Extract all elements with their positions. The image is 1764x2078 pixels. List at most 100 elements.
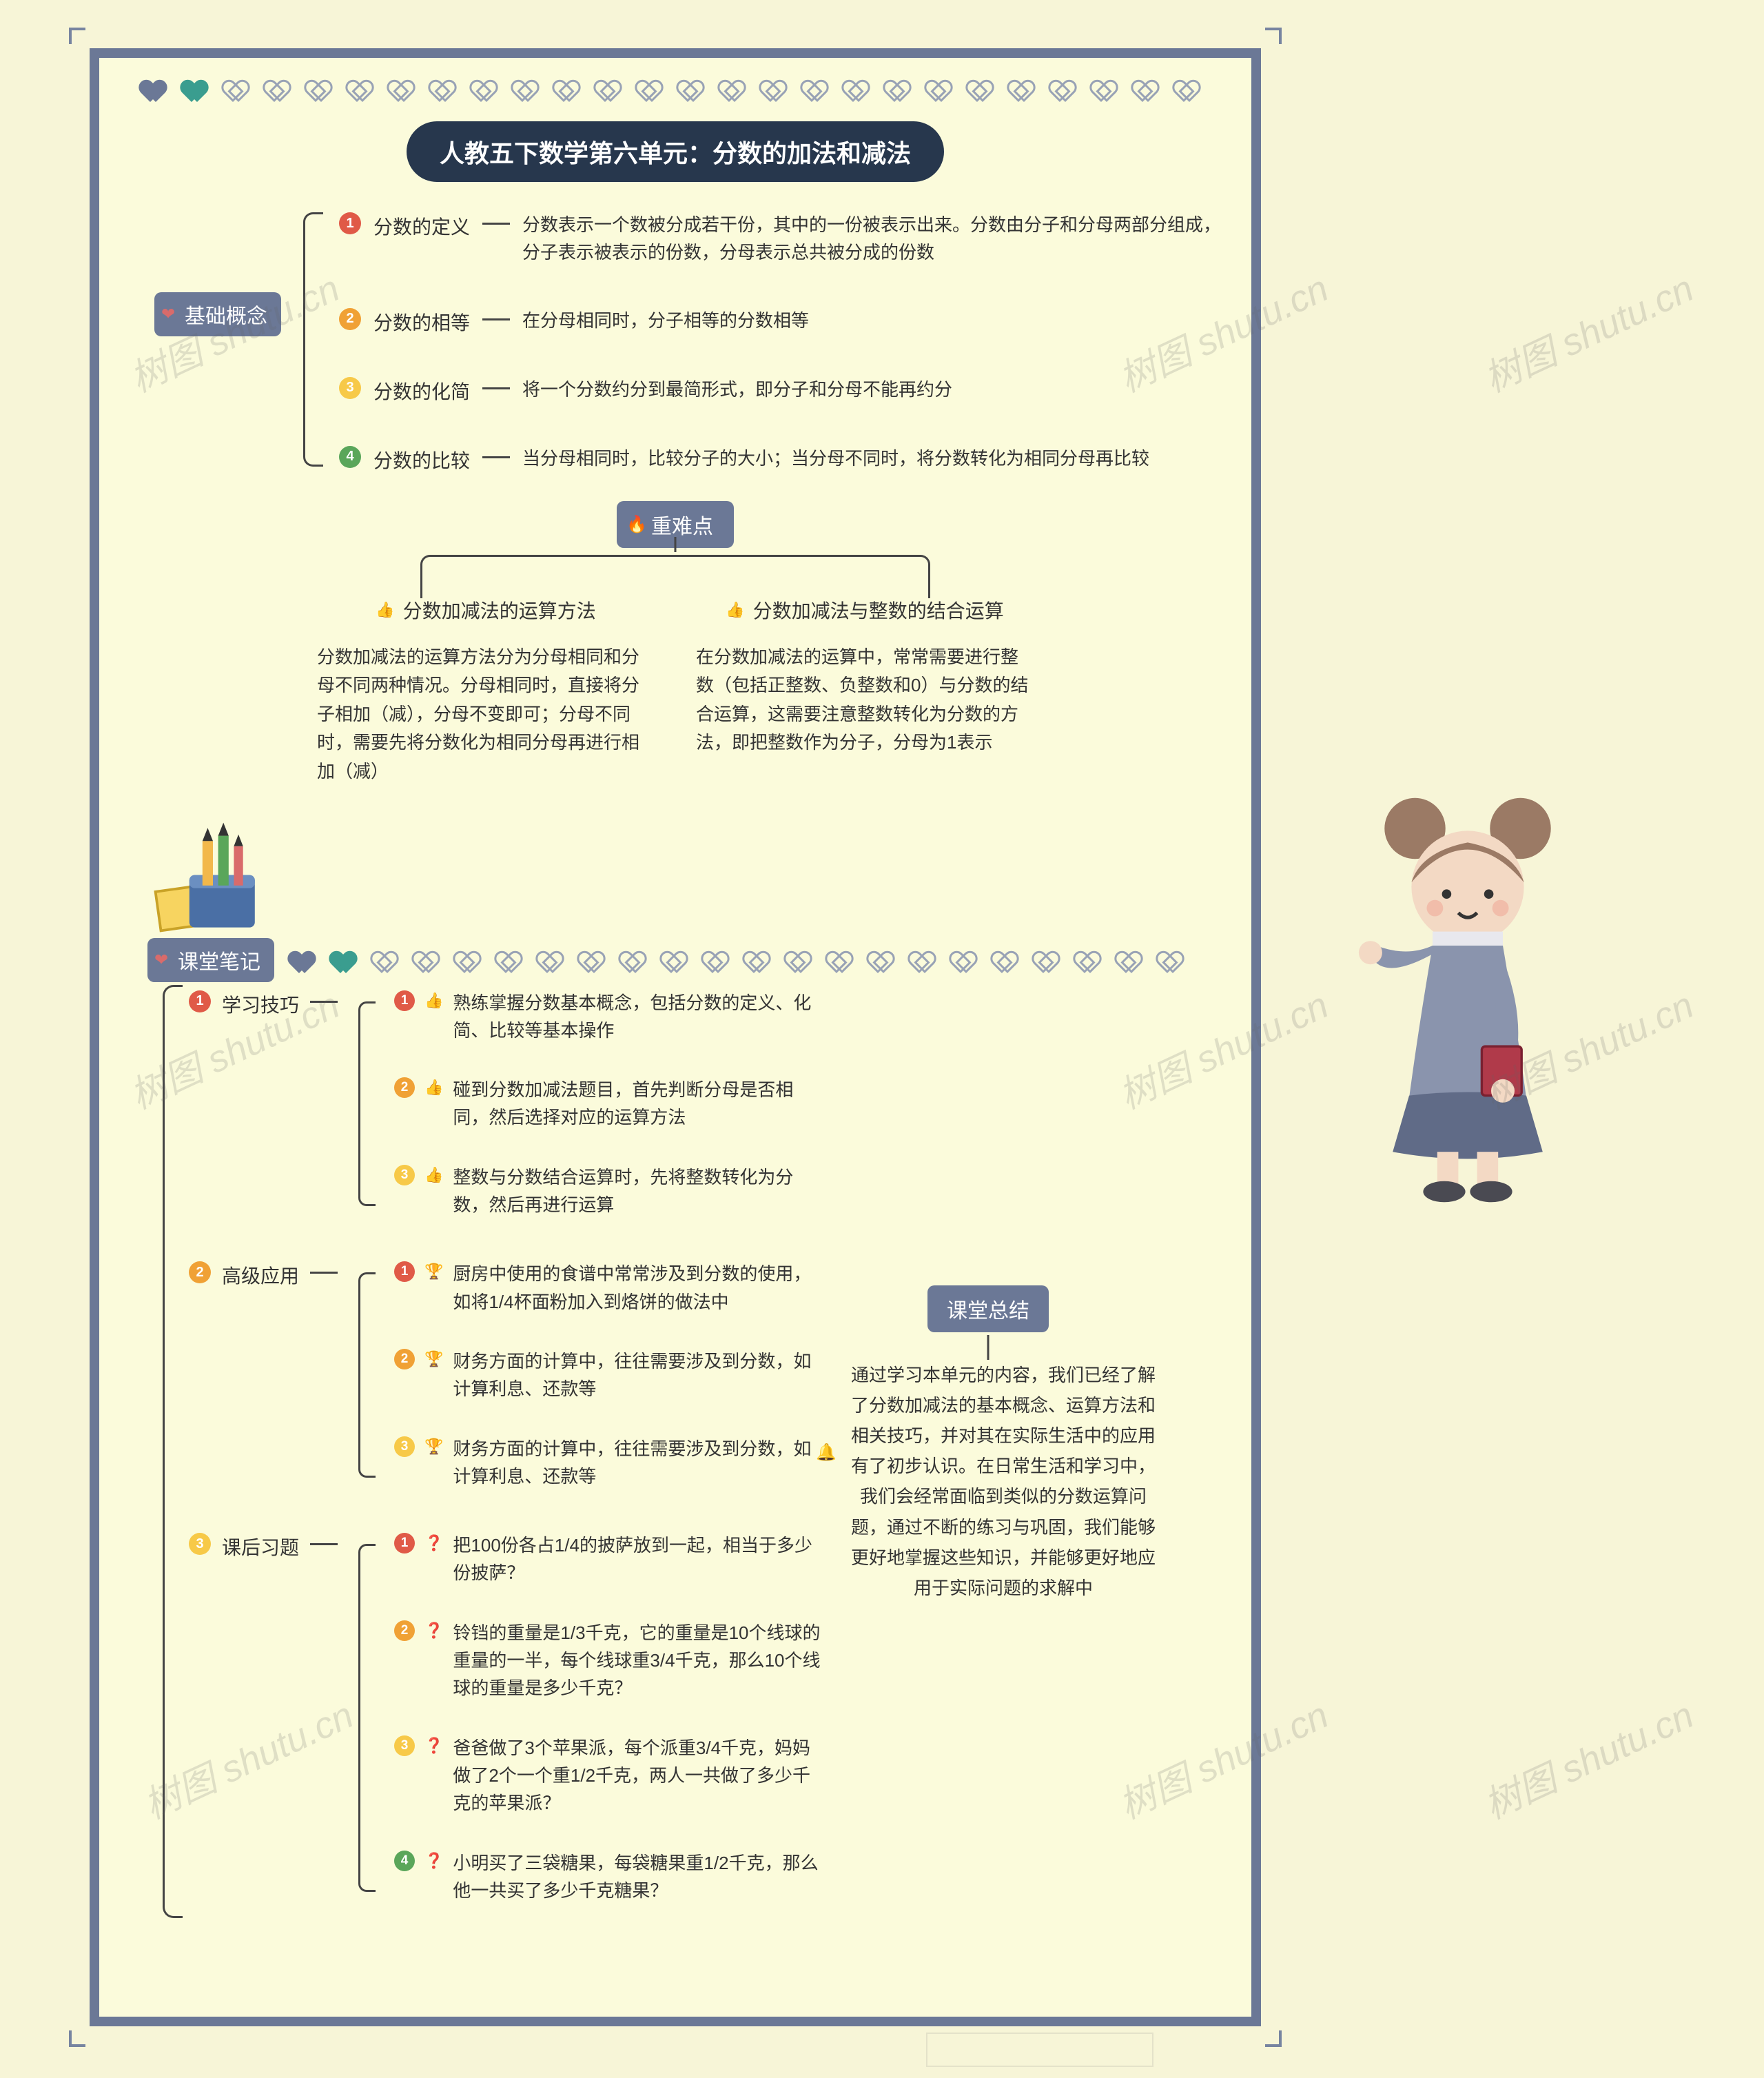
difficult-subtitle: 分数加减法的运算方法: [403, 596, 596, 624]
notes-item: 2 👍 碰到分数加减法题目，首先判断分母是否相同，然后选择对应的运算方法: [394, 1076, 821, 1132]
notes-item: 1❓把100份各占1/4的披萨放到一起，相当于多少份披萨？: [394, 1531, 821, 1587]
difficult-text: 在分数加减法的运算中，常常需要进行整数（包括正整数、负整数和0）与分数的结合运算…: [689, 643, 1040, 757]
group-badge: 2: [189, 1261, 211, 1283]
dash-icon: [482, 223, 510, 225]
basic-concepts-chip: ❤ 基础概念: [154, 292, 281, 336]
corner-tr: [1265, 28, 1282, 44]
connector-line: [675, 537, 677, 552]
group-list: 1❓把100份各占1/4的披萨放到一起，相当于多少份披萨？2❓铃铛的重量是1/3…: [394, 1531, 821, 1904]
badge-4: 4: [394, 1851, 415, 1871]
notes-item: 3 🏆 财务方面的计算中，往往需要涉及到分数，如计算利息、还款等: [394, 1435, 821, 1491]
basic-concepts-label: 基础概念: [185, 305, 267, 328]
dash-icon: [310, 1272, 338, 1274]
group-label: 学习技巧: [222, 989, 299, 1018]
badge-2: 2: [394, 1077, 415, 1098]
item-icon: 👍: [424, 992, 443, 1010]
item-text: 整数与分数结合运算时，先将整数转化为分数，然后再进行运算: [453, 1163, 821, 1219]
basic-concepts-section: ❤ 基础概念 1 分数的定义 分数表示一个数被分成若干份，其中的一份被表示出来。分数…: [154, 203, 1238, 476]
group-label: 高级应用: [222, 1260, 299, 1289]
dash-icon: [482, 318, 510, 320]
item-text: 碰到分数加减法题目，首先判断分母是否相同，然后选择对应的运算方法: [453, 1076, 821, 1132]
badge-1: 1: [394, 990, 415, 1011]
group-label: 课后习题: [222, 1531, 299, 1560]
badge-1: 1: [394, 1261, 415, 1282]
notes-item: 1 🏆 厨房中使用的食谱中常常涉及到分数的使用，如将1/4杯面粉加入到烙饼的做法中: [394, 1260, 821, 1316]
notes-section: ❤ 课堂笔记 课堂总结 🔔 通过学习本: [113, 814, 1238, 1946]
item-text: 财务方面的计算中，往往需要涉及到分数，如计算利息、还款等: [453, 1347, 821, 1403]
summary-section: 课堂总结 🔔 通过学习本单元的内容，我们已经了解了分数加减法的基本概念、运算方法…: [816, 1285, 1160, 1604]
badge-3: 3: [394, 1436, 415, 1457]
bell-icon: 🔔: [816, 1443, 837, 1604]
item-desc: 在分母相同时，分子相等的分数相等: [522, 307, 809, 334]
group-list: 1 🏆 厨房中使用的食谱中常常涉及到分数的使用，如将1/4杯面粉加入到烙饼的做法中 2…: [394, 1260, 821, 1490]
item-icon: 🏆: [424, 1263, 443, 1281]
item-icon: 👍: [424, 1079, 443, 1097]
item-text: 把100份各占1/4的披萨放到一起，相当于多少份披萨？: [453, 1531, 821, 1587]
item-text: 财务方面的计算中，往往需要涉及到分数，如计算利息、还款等: [453, 1435, 821, 1491]
watermark: 树图 shutu.cn: [1474, 258, 1701, 403]
girl-illustration: [1351, 779, 1585, 1206]
dash-icon: [310, 1001, 338, 1003]
item-text: 铃铛的重量是1/3千克，它的重量是10个线球的重量的一半，每个线球重3/4千克，…: [453, 1619, 821, 1702]
item-text: 厨房中使用的食谱中常常涉及到分数的使用，如将1/4杯面粉加入到烙饼的做法中: [453, 1260, 821, 1316]
item-label: 分数的比较: [373, 445, 470, 473]
item-icon: 🏆: [424, 1438, 443, 1456]
canvas: 人教五下数学第六单元：分数的加法和减法 ❤ 基础概念 1 分数的定义 分数表示一个数…: [69, 28, 1282, 2047]
badge-2: 2: [394, 1349, 415, 1369]
notes-item: 4❓小明买了三袋糖果，每袋糖果重1/2千克，那么他一共买了多少千克糖果？: [394, 1849, 821, 1905]
item-desc: 当分母相同时，比较分子的大小；当分母不同时，将分数转化为相同分母再比较: [522, 445, 1149, 472]
item-desc: 将一个分数约分到最简形式，即分子和分母不能再约分: [522, 376, 952, 403]
bracket-icon: [349, 989, 383, 1219]
main-frame: 人教五下数学第六单元：分数的加法和减法 ❤ 基础概念 1 分数的定义 分数表示一个数…: [90, 48, 1261, 2026]
difficult-column: 👍分数加减法的运算方法分数加减法的运算方法分为分母相同和分母不同两种情况。分母相…: [310, 596, 662, 786]
basic-item: 1 分数的定义 分数表示一个数被分成若干份，其中的一份被表示出来。分数由分子和分母两…: [339, 211, 1238, 267]
item-icon: 🏆: [424, 1350, 443, 1368]
notes-label: 课堂笔记: [178, 951, 260, 974]
bracket-icon: [349, 1531, 383, 1904]
group-badge: 3: [189, 1533, 211, 1555]
notes-item: 2❓铃铛的重量是1/3千克，它的重量是10个线球的重量的一半，每个线球重3/4千…: [394, 1619, 821, 1702]
summary-chip: 课堂总结: [927, 1285, 1049, 1332]
heart-icon: ❤: [161, 305, 175, 325]
badge-4: 4: [339, 446, 361, 468]
group-badge: 1: [189, 990, 211, 1012]
corner-bl: [69, 2030, 85, 2047]
item-label: 分数的相等: [373, 307, 470, 336]
notes-item: 3 ❓ 爸爸做了3个苹果派，每个派重3/4千克，妈妈做了2个一个重1/2千克，两人一…: [394, 1734, 821, 1817]
item-label: 分数的定义: [373, 211, 470, 240]
basic-item: 3分数的化简将一个分数约分到最简形式，即分子和分母不能再约分: [339, 376, 1238, 405]
thumb-icon: 👍: [726, 601, 744, 619]
difficult-column: 👍 分数加减法与整数的结合运算在分数加减法的运算中，常常需要进行整数（包括正整数、…: [689, 596, 1040, 786]
item-icon: 👍: [424, 1166, 443, 1184]
item-desc: 分数表示一个数被分成若干份，其中的一份被表示出来。分数由分子和分母两部分组成，分…: [522, 211, 1238, 267]
badge-3: 3: [394, 1735, 415, 1756]
badge-2: 2: [339, 308, 361, 330]
notes-chip: ❤ 课堂笔记: [147, 938, 274, 982]
notes-item: 3👍整数与分数结合运算时，先将整数转化为分数，然后再进行运算: [394, 1163, 821, 1219]
notes-item: 2 🏆 财务方面的计算中，往往需要涉及到分数，如计算利息、还款等: [394, 1347, 821, 1403]
summary-text: 通过学习本单元的内容，我们已经了解了分数加减法的基本概念、运算方法和相关技巧，并…: [846, 1360, 1160, 1604]
dash-icon: [482, 456, 510, 458]
basic-item: 4 分数的比较 当分母相同时，比较分子的大小；当分母不同时，将分数转化为相同分母再比…: [339, 445, 1238, 473]
group-list: 1 👍 熟练掌握分数基本概念，包括分数的定义、化简、比较等基本操作 2 👍 碰到分数加减法…: [394, 989, 821, 1219]
difficult-subtitle: 分数加减法与整数的结合运算: [753, 596, 1004, 624]
item-icon: ❓: [424, 1737, 443, 1755]
corner-tl: [69, 28, 85, 44]
badge-3: 3: [339, 377, 361, 399]
badge-2: 2: [394, 1620, 415, 1641]
item-text: 熟练掌握分数基本概念，包括分数的定义、化简、比较等基本操作: [453, 989, 821, 1045]
dash-icon: [310, 1543, 338, 1545]
difficult-text: 分数加减法的运算方法分为分母相同和分母不同两种情况。分母相同时，直接将分子相加（…: [310, 643, 662, 786]
item-text: 爸爸做了3个苹果派，每个派重3/4千克，妈妈做了2个一个重1/2千克，两人一共做…: [453, 1734, 821, 1817]
watermark: 树图 shutu.cn: [1474, 1685, 1701, 1830]
heart-divider-top: [141, 72, 1210, 106]
page-title: 人教五下数学第六单元：分数的加法和减法: [407, 121, 944, 182]
summary-label: 课堂总结: [947, 1300, 1029, 1323]
fire-icon: 🔥: [626, 514, 647, 534]
notes-item: 1 👍 熟练掌握分数基本概念，包括分数的定义、化简、比较等基本操作: [394, 989, 821, 1045]
notes-group: 1 学习技巧 1 👍 熟练掌握分数基本概念，包括分数的定义、化简、比较等基本操作 2 👍 碰到…: [189, 989, 1238, 1219]
item-icon: ❓: [424, 1852, 443, 1870]
spine-line: [113, 989, 182, 1946]
badge-1: 1: [339, 212, 361, 234]
badge-1: 1: [394, 1533, 415, 1554]
